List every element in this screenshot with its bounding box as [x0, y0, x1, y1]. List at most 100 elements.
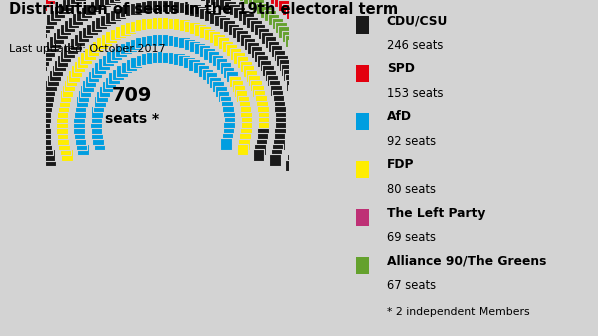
Point: [283, 7, 292, 12]
Point: [279, 29, 289, 35]
Point: [41, 136, 50, 142]
Point: [99, 61, 109, 67]
Point: [179, 5, 189, 10]
Point: [319, 173, 328, 179]
Point: [23, 109, 33, 115]
Point: [204, 51, 213, 56]
Point: [311, 15, 321, 20]
Point: [42, 142, 51, 147]
Point: [200, 29, 209, 35]
Point: [111, 13, 120, 18]
Point: [26, 152, 36, 158]
Point: [325, 147, 335, 152]
Point: [23, 131, 33, 136]
Point: [36, 3, 46, 8]
Point: [122, 65, 132, 71]
Point: [15, 2, 25, 7]
Point: [43, 93, 53, 98]
Point: [169, 3, 178, 9]
Point: [33, 7, 42, 12]
Point: [255, 54, 264, 59]
Point: [238, 59, 248, 65]
Point: [81, 10, 91, 15]
Point: [61, 27, 71, 33]
Text: 153 seats: 153 seats: [387, 87, 443, 100]
Point: [259, 120, 269, 125]
Point: [243, 16, 252, 22]
FancyBboxPatch shape: [356, 257, 369, 274]
Point: [310, 125, 319, 131]
Point: [29, 11, 39, 16]
Point: [221, 99, 230, 104]
Point: [87, 27, 97, 32]
Point: [247, 19, 257, 25]
Point: [288, 43, 298, 48]
Point: [291, 47, 301, 53]
Point: [241, 131, 251, 136]
Point: [75, 131, 84, 136]
Point: [71, 0, 81, 1]
Point: [23, 125, 32, 131]
Point: [116, 29, 126, 35]
Point: [288, 158, 297, 163]
Point: [152, 3, 162, 8]
Point: [126, 7, 135, 13]
Point: [8, 93, 18, 98]
Point: [337, 70, 347, 75]
Point: [78, 59, 87, 65]
Point: [271, 88, 280, 93]
Point: [109, 76, 119, 81]
Point: [185, 42, 194, 47]
Point: [304, 6, 314, 11]
Point: [275, 136, 285, 142]
Point: [300, 28, 309, 34]
Point: [215, 18, 225, 23]
Point: [42, 98, 51, 104]
Point: [75, 136, 85, 142]
Point: [55, 63, 65, 69]
Point: [320, 72, 329, 78]
Point: [0, 72, 5, 78]
Point: [195, 46, 205, 51]
Point: [6, 120, 16, 125]
Point: [75, 37, 84, 43]
Point: [338, 75, 348, 80]
Point: [293, 120, 303, 125]
Text: Alliance 90/The Greens: Alliance 90/The Greens: [387, 255, 546, 267]
Point: [47, 44, 57, 49]
Point: [300, 67, 310, 73]
Point: [326, 142, 335, 147]
Point: [9, 152, 19, 158]
Point: [136, 23, 146, 28]
Point: [30, 38, 39, 44]
Point: [221, 66, 230, 71]
Text: CDU/CSU: CDU/CSU: [387, 14, 448, 27]
Point: [11, 163, 21, 168]
Point: [237, 34, 246, 39]
Point: [258, 109, 267, 115]
Point: [97, 94, 107, 99]
Point: [215, 0, 225, 4]
Point: [11, 37, 20, 43]
Point: [306, 88, 316, 93]
Point: [240, 136, 250, 142]
Point: [318, 67, 328, 72]
Point: [6, 115, 16, 120]
Point: [41, 53, 51, 58]
Point: [195, 9, 205, 14]
Point: [126, 25, 136, 31]
Point: [92, 70, 102, 75]
Point: [23, 115, 32, 120]
Point: [323, 34, 332, 39]
Point: [136, 40, 146, 45]
Point: [107, 54, 117, 60]
Point: [184, 60, 194, 65]
Point: [190, 62, 199, 68]
Point: [20, 57, 29, 62]
Point: [25, 98, 34, 104]
Point: [310, 131, 319, 136]
Text: 67 seats: 67 seats: [387, 279, 436, 292]
Point: [283, 34, 292, 39]
Point: [46, 83, 56, 88]
Point: [227, 47, 236, 53]
